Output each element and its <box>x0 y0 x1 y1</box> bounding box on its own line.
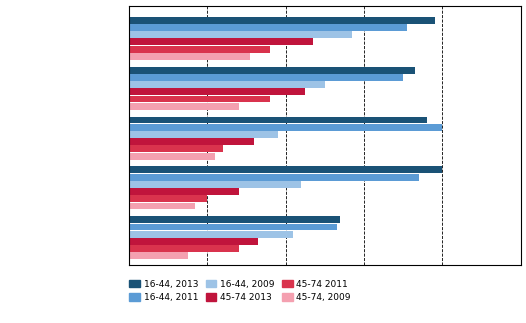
Bar <box>129 216 340 223</box>
Bar <box>129 96 270 102</box>
Bar <box>129 67 415 74</box>
Bar <box>129 238 258 245</box>
Bar <box>129 138 254 145</box>
Bar <box>129 24 407 31</box>
Bar <box>129 131 278 138</box>
Bar <box>129 195 207 202</box>
Bar <box>129 153 215 160</box>
Bar <box>129 231 294 238</box>
Bar <box>129 89 305 95</box>
Bar <box>129 31 352 38</box>
Bar <box>129 74 403 81</box>
Bar <box>129 38 313 45</box>
Bar <box>129 81 325 88</box>
Bar <box>129 253 188 259</box>
Bar <box>129 181 301 188</box>
Bar <box>129 53 250 60</box>
Bar <box>129 124 442 131</box>
Bar <box>129 166 442 173</box>
Bar <box>129 145 223 152</box>
Bar <box>129 224 337 230</box>
Bar <box>129 117 427 123</box>
Bar <box>129 203 196 209</box>
Bar <box>129 245 239 252</box>
Bar <box>129 17 434 24</box>
Legend: 16-44, 2013, 16-44, 2011, 16-44, 2009, 45-74 2013, 45-74 2011, 45-74, 2009: 16-44, 2013, 16-44, 2011, 16-44, 2009, 4… <box>129 280 351 302</box>
Bar <box>129 174 419 181</box>
Bar <box>129 103 239 110</box>
Bar <box>129 46 270 53</box>
Bar <box>129 188 239 195</box>
